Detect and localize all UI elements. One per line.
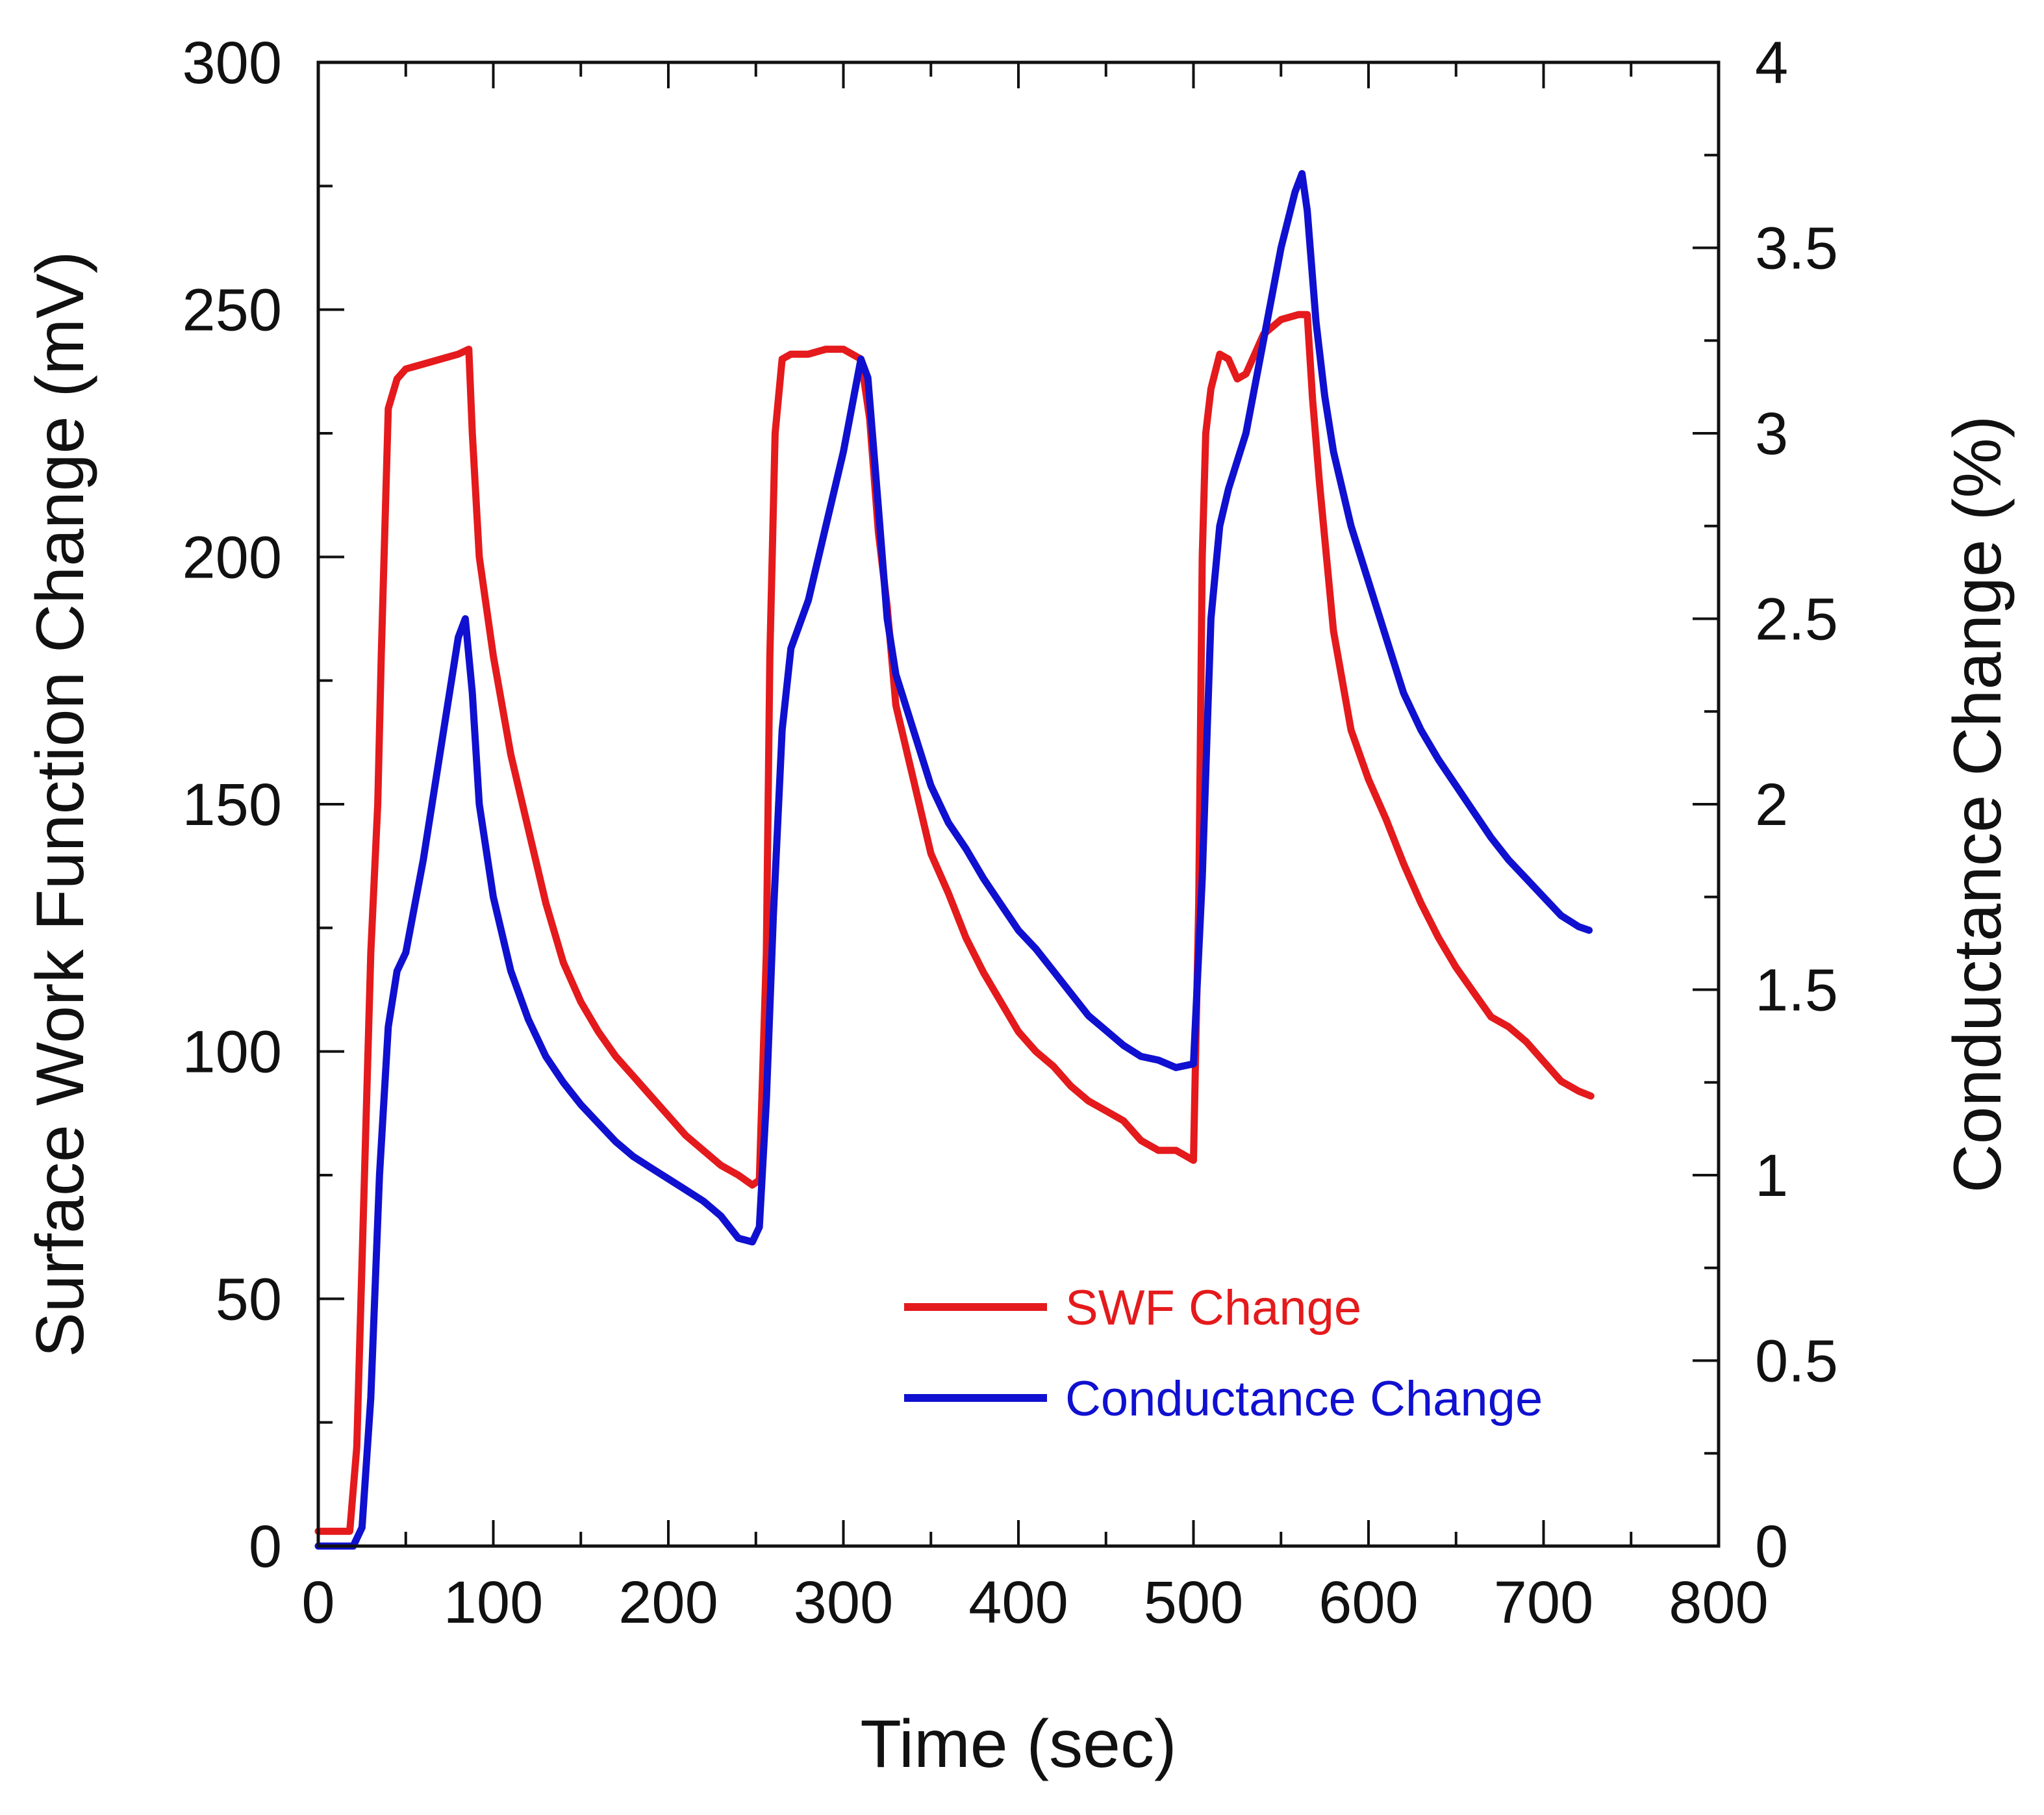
y-left-tick-label: 300 [183, 30, 283, 96]
series-layer [314, 170, 1595, 1550]
x-tick-label: 700 [1494, 1569, 1594, 1636]
y-right-tick-label: 4 [1755, 30, 1788, 96]
x-tick-label: 300 [794, 1569, 894, 1636]
legend-label-conductance: Conductance Change [1065, 1371, 1543, 1427]
labels-layer: 0 100 200 300 400 500 600 700 800050100150200250… [183, 30, 1838, 1636]
y-left-tick-label: 150 [183, 772, 283, 838]
x-tick-label: 500 [1144, 1569, 1244, 1636]
y-left-tick-label: 200 [183, 524, 283, 590]
x-axis-title: Time (sec) [860, 1707, 1176, 1782]
y-left-tick-label: 0 [249, 1514, 282, 1580]
y-right-tick-label: 3 [1755, 401, 1788, 467]
x-tick-label: 600 [1319, 1569, 1419, 1636]
x-tick-label: 200 [618, 1569, 718, 1636]
y-right-tick-label: 3.5 [1755, 216, 1838, 282]
x-tick-label: 100 [444, 1569, 544, 1636]
y-right-tick-label: 2 [1755, 772, 1788, 838]
y-left-axis-title: Surface Work Function Change (mV) [23, 251, 98, 1357]
y-left-tick-label: 250 [183, 277, 283, 344]
ticks-layer [317, 61, 1720, 1547]
x-tick-label: 0 [301, 1569, 334, 1636]
legend-label-swf: SWF Change [1065, 1280, 1361, 1336]
y-right-tick-label: 0.5 [1755, 1328, 1838, 1395]
y-right-axis-title: Conductance Change (%) [1940, 416, 2015, 1193]
plot-frame [316, 60, 1721, 1548]
y-left-tick-label: 50 [216, 1266, 282, 1332]
series-line-conductance [314, 170, 1593, 1550]
series-line-swf [314, 311, 1595, 1535]
legend: SWF Change Conductance Change [904, 1280, 1543, 1427]
y-right-tick-label: 0 [1755, 1514, 1788, 1580]
y-right-tick-label: 1.5 [1755, 958, 1838, 1024]
x-tick-label: 400 [968, 1569, 1068, 1636]
y-right-tick-label: 2.5 [1755, 587, 1838, 653]
y-left-tick-label: 100 [183, 1019, 283, 1085]
y-right-tick-label: 1 [1755, 1143, 1788, 1209]
x-tick-label: 800 [1669, 1569, 1769, 1636]
